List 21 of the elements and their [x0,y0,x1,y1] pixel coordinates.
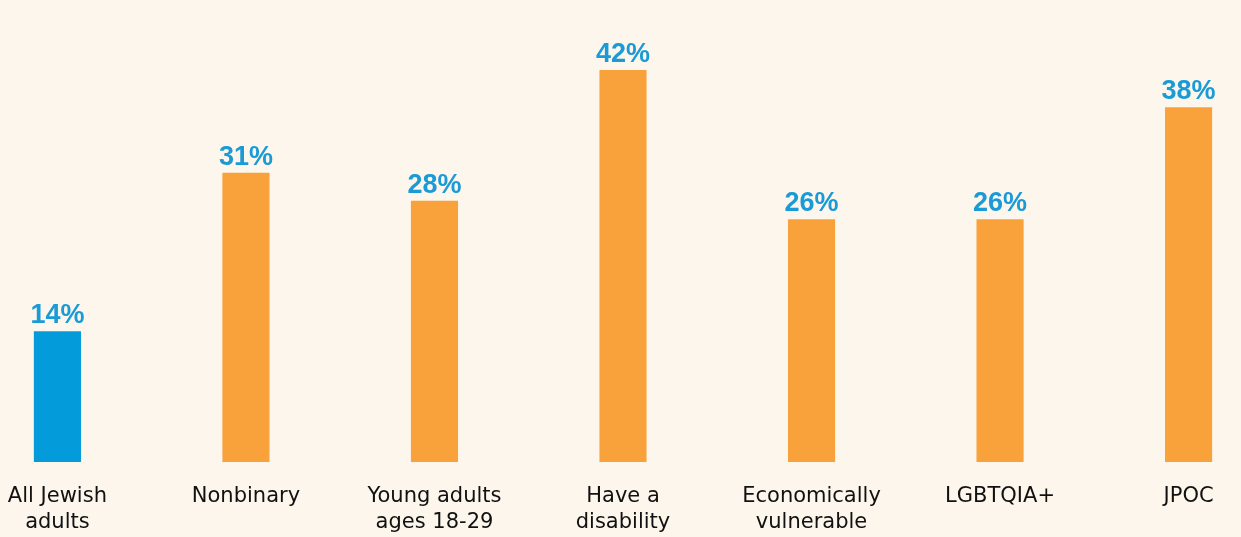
x-tick-label: All Jewish adults [7,482,107,533]
x-tick-label: LGBTQIA+ [945,482,1056,507]
x-tick-label: Economically vulnerable [742,482,881,533]
bar [410,200,459,462]
data-label: 26% [973,187,1028,218]
bar [222,172,270,462]
data-label: 28% [407,168,462,199]
x-tick-label: Nonbinary [191,482,301,507]
bar [33,331,81,462]
data-label: 14% [30,299,85,330]
x-tick-label: Have a disability [575,482,671,533]
bar [1165,107,1213,462]
data-label: 38% [1161,75,1216,106]
x-tick-label: JPOC [1161,482,1214,507]
bar [599,70,647,462]
bar [976,219,1024,462]
data-label: 26% [784,187,839,218]
bar [787,219,836,462]
data-label: 31% [218,140,273,171]
x-tick-label: Young adults ages 18-29 [366,482,502,533]
data-label: 42% [595,38,651,68]
